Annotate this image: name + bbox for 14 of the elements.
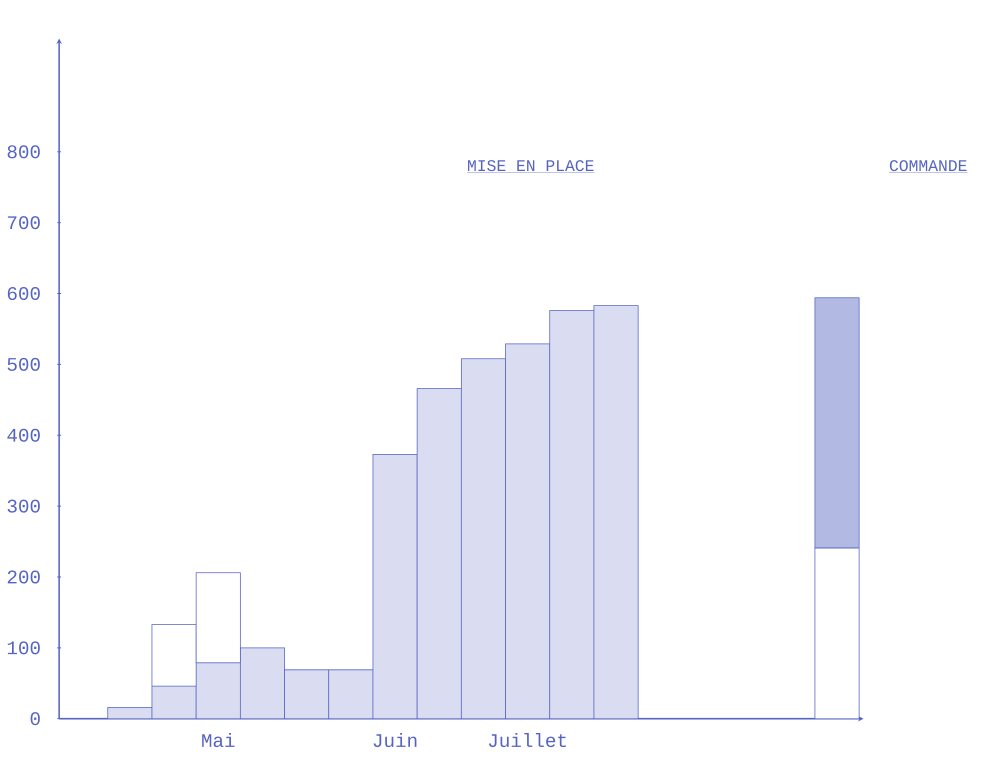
y-tick-label: 800 — [8, 145, 40, 158]
x-tick-label: Juin — [374, 732, 416, 747]
text: COMMANDE — [890, 160, 967, 172]
y-tick-label: 600 — [8, 286, 40, 300]
y-tick-label: 200 — [8, 570, 40, 584]
y-tick-label: 500 — [8, 358, 40, 371]
annotation: MISE EN PLACE — [468, 160, 594, 172]
y-tick-label: 0 — [30, 712, 40, 726]
y-tick-label: 100 — [8, 641, 40, 654]
y-tick-label: 700 — [8, 216, 40, 230]
y-tick-label: 300 — [8, 499, 40, 512]
y-tick-label: 400 — [7, 428, 40, 442]
x-tick-label: Mai — [202, 732, 235, 747]
x-tick-label: Juillet — [488, 732, 566, 747]
